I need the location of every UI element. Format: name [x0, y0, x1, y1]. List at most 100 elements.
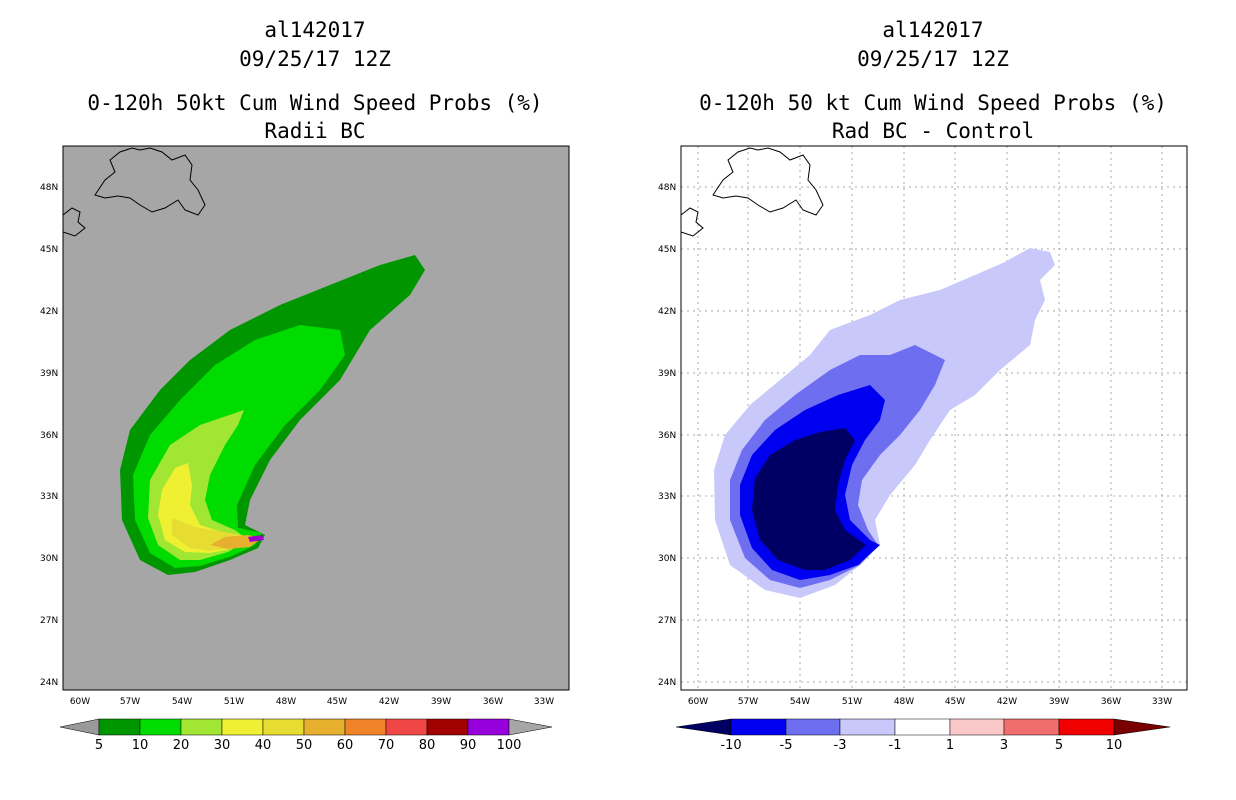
left-contour-90	[248, 535, 264, 542]
left-colorbar-swatch	[385, 718, 428, 736]
right-coastline	[681, 147, 824, 237]
left-colorbar-swatch	[221, 718, 264, 736]
right-lon-label: 51W	[842, 697, 862, 707]
right-colorbar-swatch	[949, 718, 1005, 736]
left-lon-label: 57W	[120, 697, 140, 707]
right-lon-label: 39W	[1049, 697, 1069, 707]
right-colorbar-label: 1	[946, 738, 954, 753]
left-lon-label: 45W	[327, 697, 347, 707]
right-colorbar-label: 10	[1106, 738, 1123, 753]
left-lon-ticks: 60W 57W 54W 51W 48W 45W 42W 39W 36W 33W	[70, 697, 554, 707]
right-colorbar-label: -3	[834, 738, 847, 753]
left-lon-label: 51W	[224, 697, 244, 707]
left-lat-label: 42N	[40, 307, 58, 317]
left-colorbar-label: 20	[173, 738, 190, 753]
right-lat-label: 48N	[658, 183, 676, 193]
right-lat-label: 39N	[658, 369, 676, 379]
left-colorbar-label: 50	[296, 738, 313, 753]
right-lat-label: 42N	[658, 307, 676, 317]
left-lat-label: 24N	[40, 678, 58, 688]
left-map-background	[63, 146, 569, 690]
left-colorbar-swatch	[262, 718, 305, 736]
right-map-frame	[680, 145, 1188, 691]
left-lon-label: 39W	[431, 697, 451, 707]
right-datetime: 09/25/17 12Z	[857, 47, 1009, 71]
left-colorbar-label: 30	[214, 738, 231, 753]
left-colorbar-swatch	[303, 718, 346, 736]
right-lat-label: 27N	[658, 616, 676, 626]
right-storm-id: al142017	[882, 18, 984, 42]
right-lat-label: 24N	[658, 678, 676, 688]
left-lat-label: 39N	[40, 369, 58, 379]
right-colorbar-label: 5	[1055, 738, 1063, 753]
right-lon-label: 54W	[790, 697, 810, 707]
left-colorbar	[59, 718, 553, 736]
right-lon-label: 48W	[894, 697, 914, 707]
right-lon-label: 57W	[738, 697, 758, 707]
right-difference-contours	[714, 248, 1055, 598]
left-lat-ticks: 48N 45N 42N 39N 36N 33N 30N 27N 24N	[40, 183, 58, 688]
left-lat-label: 27N	[40, 616, 58, 626]
left-storm-id: al142017	[264, 18, 366, 42]
left-coastline	[63, 147, 206, 237]
right-lat-label: 33N	[658, 492, 676, 502]
right-colorbar-label: -10	[720, 738, 741, 753]
right-colorbar-labels: -10 -5 -3 -1 1 3 5 10	[720, 738, 1122, 753]
right-lat-ticks: 48N 45N 42N 39N 36N 33N 30N 27N 24N	[658, 183, 676, 688]
right-lon-ticks: 60W 57W 54W 51W 48W 45W 42W 39W 36W 33W	[688, 697, 1172, 707]
right-colorbar-swatch	[894, 718, 951, 736]
left-colorbar-label: 40	[255, 738, 272, 753]
left-lon-label: 33W	[534, 697, 554, 707]
right-colorbar	[675, 718, 1171, 736]
left-colorbar-labels: 5 10 20 30 40 50 60 70 80 90 100	[95, 738, 522, 753]
right-lon-label: 45W	[945, 697, 965, 707]
left-colorbar-swatch	[467, 718, 510, 736]
left-colorbar-label: 80	[419, 738, 436, 753]
left-title: 0-120h 50kt Cum Wind Speed Probs (%)	[87, 91, 543, 115]
right-map: 48N 45N 42N 39N 36N 33N 30N 27N 24N 60W …	[658, 145, 1188, 707]
left-colorbar-label: 60	[337, 738, 354, 753]
right-subtitle: Rad BC - Control	[831, 119, 1035, 143]
left-lat-label: 48N	[40, 183, 58, 193]
left-lat-label: 33N	[40, 492, 58, 502]
left-colorbar-swatch	[98, 718, 141, 736]
left-subtitle: Radii BC	[264, 119, 366, 143]
right-lat-label: 30N	[658, 554, 676, 564]
right-colorbar-swatch	[1003, 718, 1060, 736]
right-lon-label: 33W	[1152, 697, 1172, 707]
left-lon-label: 54W	[172, 697, 192, 707]
left-colorbar-swatch	[344, 718, 387, 736]
left-lat-label: 30N	[40, 554, 58, 564]
left-colorbar-label: 10	[132, 738, 149, 753]
left-colorbar-swatch	[180, 718, 223, 736]
right-colorbar-over	[1113, 718, 1171, 736]
right-lat-label: 45N	[658, 245, 676, 255]
left-colorbar-swatch	[426, 718, 469, 736]
right-colorbar-under	[675, 718, 732, 736]
right-colorbar-label: -5	[780, 738, 793, 753]
left-lon-label: 36W	[483, 697, 503, 707]
left-colorbar-label: 100	[497, 738, 522, 753]
left-map: 48N 45N 42N 39N 36N 33N 30N 27N 24N 60W …	[40, 145, 570, 707]
left-colorbar-over	[508, 718, 553, 736]
right-colorbar-label: 3	[1000, 738, 1008, 753]
left-map-frame	[62, 145, 570, 691]
right-lat-label: 36N	[658, 431, 676, 441]
left-datetime: 09/25/17 12Z	[239, 47, 391, 71]
right-contour-minus10	[752, 428, 866, 570]
left-lon-label: 60W	[70, 697, 90, 707]
right-colorbar-swatch	[730, 718, 787, 736]
left-probability-contours	[120, 255, 425, 575]
left-colorbar-label: 5	[95, 738, 103, 753]
left-lat-label: 36N	[40, 431, 58, 441]
right-title: 0-120h 50 kt Cum Wind Speed Probs (%)	[699, 91, 1167, 115]
right-colorbar-swatch	[839, 718, 896, 736]
right-lon-label: 60W	[688, 697, 708, 707]
right-lon-label: 36W	[1101, 697, 1121, 707]
right-colorbar-swatch	[1058, 718, 1115, 736]
left-colorbar-label: 70	[378, 738, 395, 753]
right-lon-label: 42W	[997, 697, 1017, 707]
left-lon-label: 42W	[379, 697, 399, 707]
left-lat-label: 45N	[40, 245, 58, 255]
